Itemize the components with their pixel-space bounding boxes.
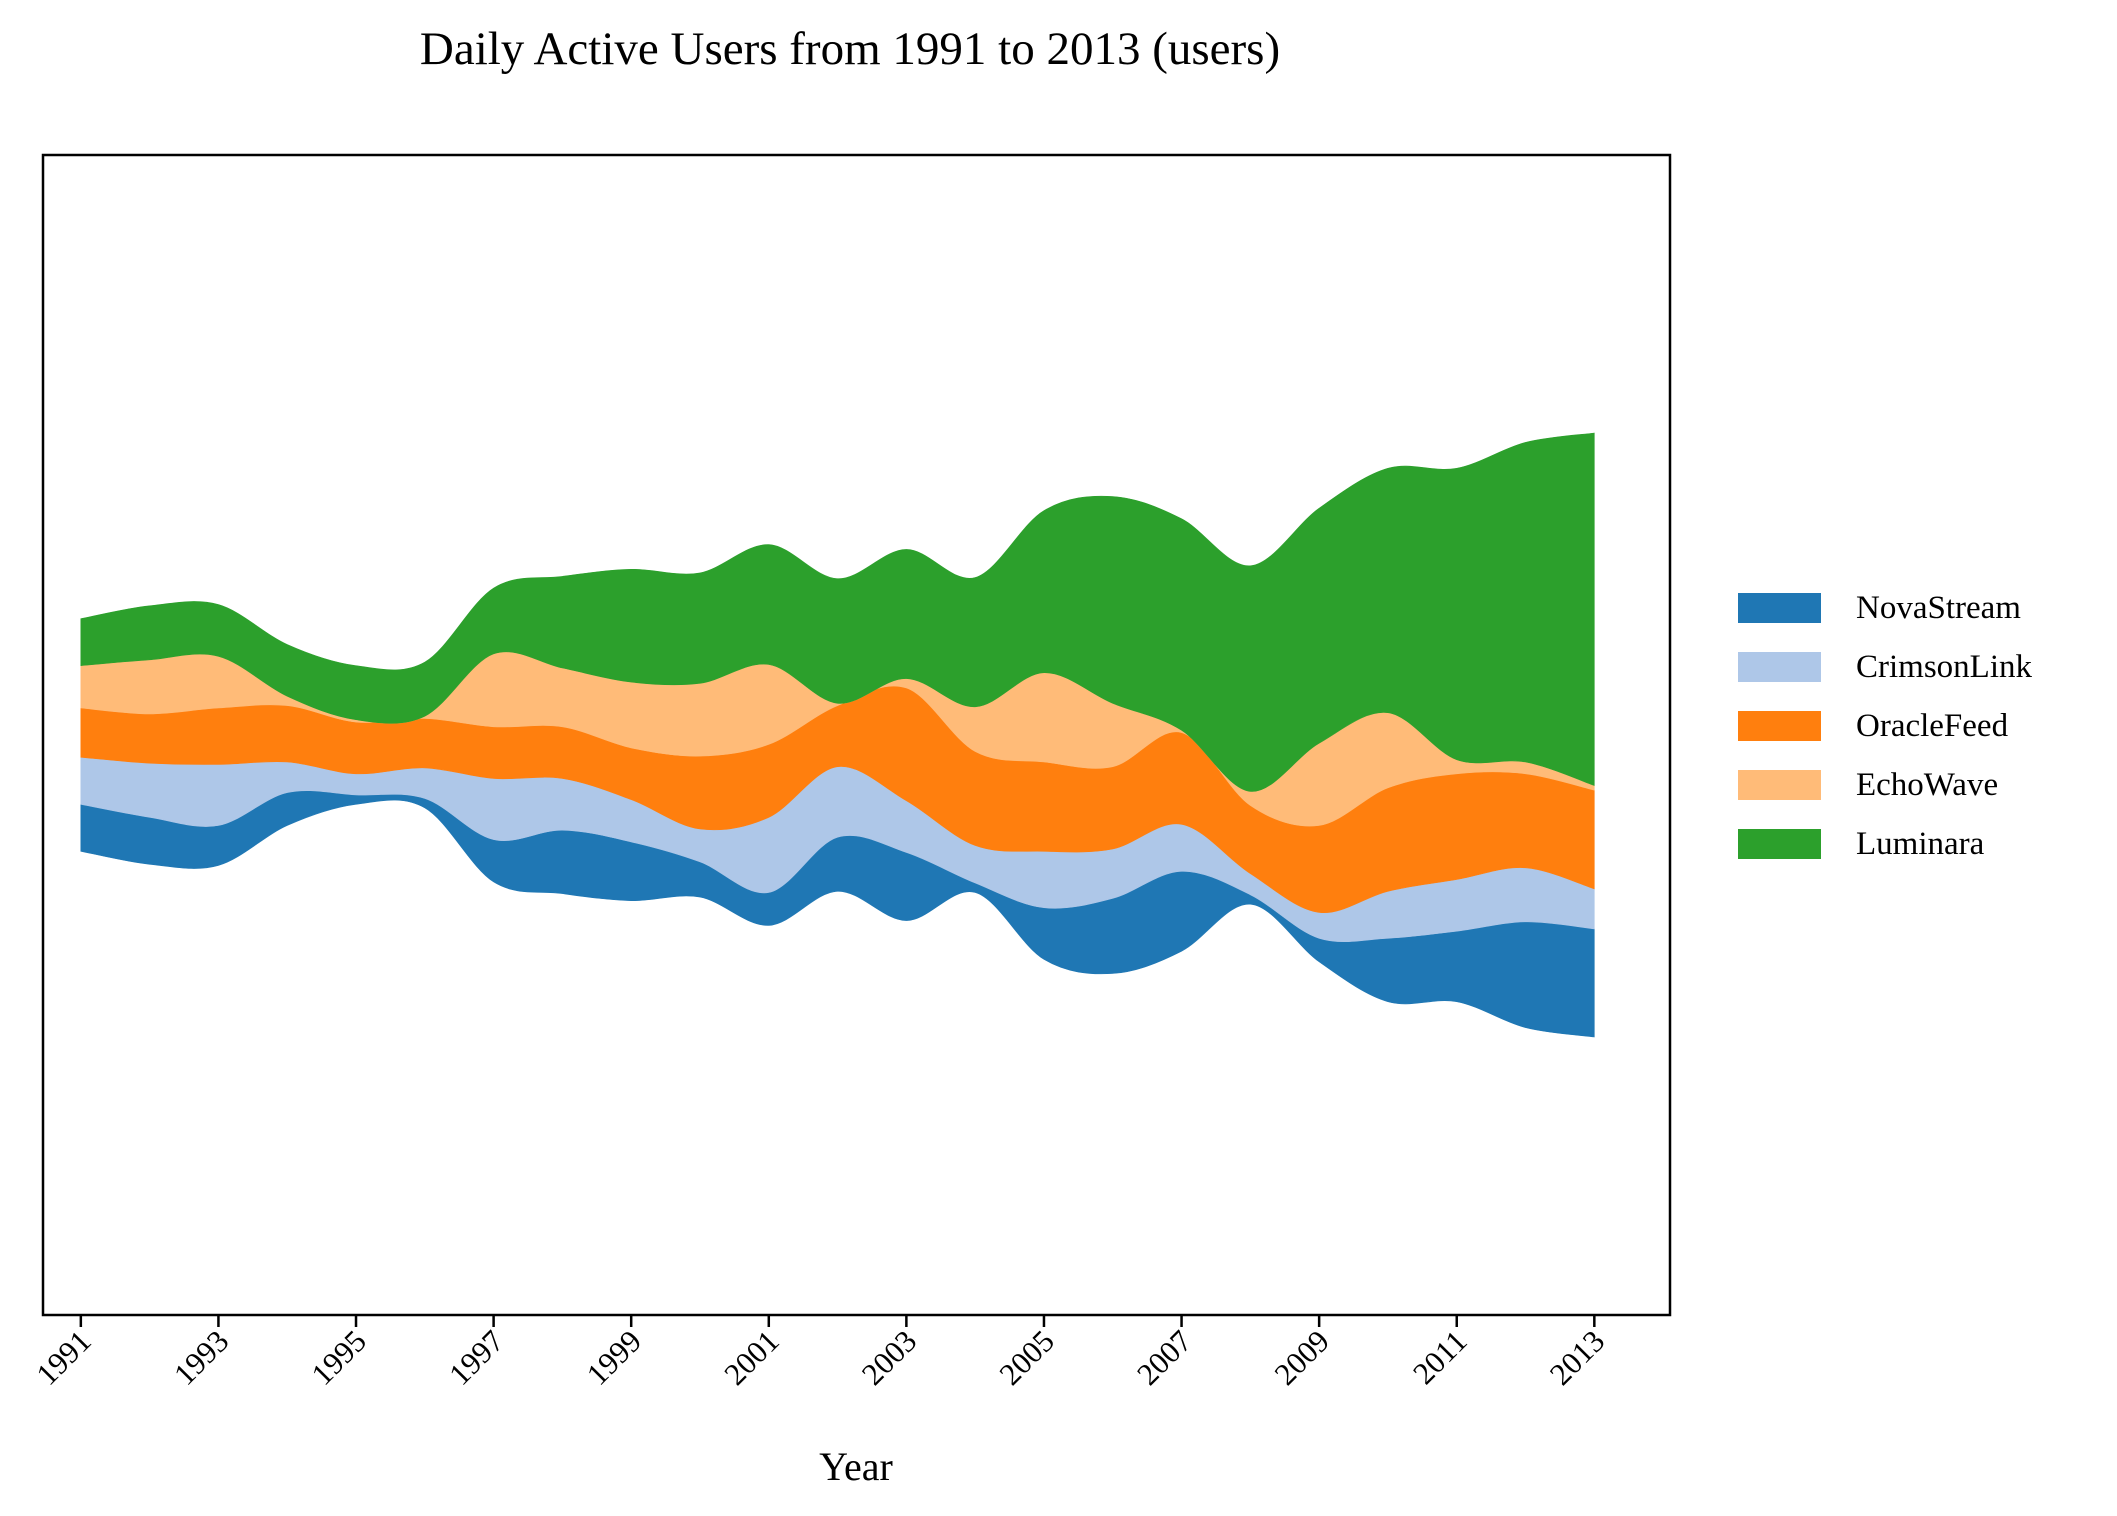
legend-swatch-luminara: [1738, 829, 1821, 859]
x-tick-label: 1995: [304, 1323, 373, 1392]
x-tick-label: 2007: [1130, 1323, 1199, 1392]
x-tick-label: 2003: [855, 1323, 924, 1392]
plot-frame: [41, 153, 1672, 1317]
x-tick-label: 2009: [1268, 1323, 1337, 1392]
legend: NovaStream CrimsonLink OracleFeed EchoWave L…: [1738, 590, 2033, 862]
legend-swatch-novastream: [1738, 593, 1821, 623]
x-tick-label: 2005: [992, 1323, 1061, 1392]
legend-label-luminara: Luminara: [1856, 826, 1985, 862]
area-luminara: [80, 432, 1595, 792]
x-tick-label: 1991: [29, 1323, 98, 1392]
x-tick-label: 2011: [1406, 1323, 1474, 1391]
x-axis-ticks: 1991 1993 1995 1997 1999 2001 2003 2005 2007 2009…: [29, 1315, 1611, 1392]
stream-areas: [80, 432, 1595, 1038]
legend-label-oraclefeed: OracleFeed: [1856, 708, 2009, 744]
legend-swatch-echowave: [1738, 770, 1821, 800]
legend-label-echowave: EchoWave: [1856, 767, 1998, 803]
chart-title: Daily Active Users from 1991 to 2013 (us…: [419, 23, 1281, 75]
x-axis-label: Year: [819, 1444, 893, 1489]
x-tick-label: 2001: [717, 1323, 786, 1392]
x-tick-label: 2013: [1543, 1323, 1612, 1392]
x-tick-label: 1993: [167, 1323, 236, 1392]
x-tick-label: 1999: [580, 1323, 649, 1392]
legend-swatch-oraclefeed: [1738, 711, 1821, 741]
legend-label-crimsonlink: CrimsonLink: [1856, 649, 2033, 685]
x-tick-label: 1997: [442, 1323, 511, 1392]
legend-label-novastream: NovaStream: [1856, 590, 2021, 626]
legend-swatch-crimsonlink: [1738, 652, 1821, 682]
